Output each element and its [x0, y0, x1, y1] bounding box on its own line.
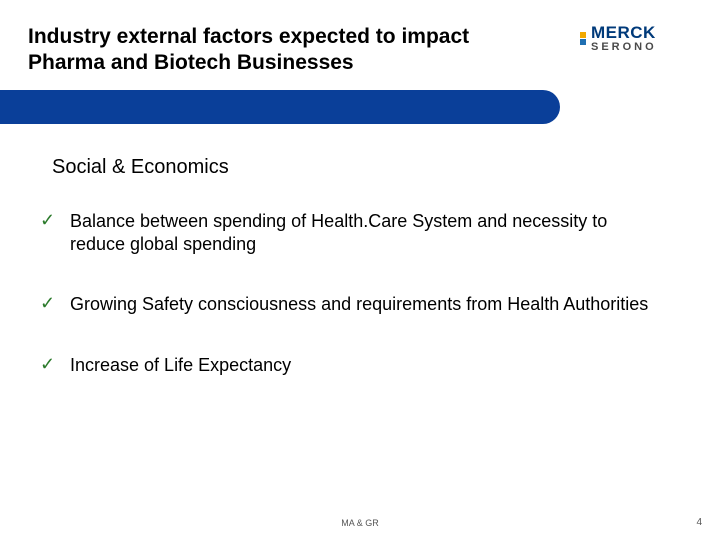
- title-line-2: Pharma and Biotech Businesses: [28, 50, 528, 76]
- bullet-item: ✓ Growing Safety consciousness and requi…: [40, 293, 660, 316]
- check-icon: ✓: [40, 354, 58, 376]
- section-subtitle: Social & Economics: [52, 156, 229, 179]
- title-area: Industry external factors expected to im…: [28, 24, 528, 77]
- check-icon: ✓: [40, 210, 58, 232]
- accent-square-yellow: [580, 32, 586, 38]
- bullet-item: ✓ Balance between spending of Health.Car…: [40, 210, 660, 255]
- accent-square-blue: [580, 39, 586, 45]
- logo-text: MERCK SERONO: [591, 24, 657, 53]
- bullet-text: Increase of Life Expectancy: [70, 354, 291, 377]
- logo-serono-text: SERONO: [591, 42, 657, 53]
- slide: Industry external factors expected to im…: [0, 0, 720, 540]
- title-line-1: Industry external factors expected to im…: [28, 24, 528, 50]
- page-number: 4: [696, 517, 702, 528]
- footer-center-text: MA & GR: [341, 518, 379, 528]
- header-banner: [0, 90, 560, 124]
- brand-logo: MERCK SERONO: [580, 24, 696, 53]
- bullet-text: Growing Safety consciousness and require…: [70, 293, 648, 316]
- logo-accent-squares: [580, 32, 586, 45]
- bullet-list: ✓ Balance between spending of Health.Car…: [40, 210, 660, 414]
- check-icon: ✓: [40, 293, 58, 315]
- bullet-text: Balance between spending of Health.Care …: [70, 210, 660, 255]
- bullet-item: ✓ Increase of Life Expectancy: [40, 354, 660, 377]
- logo-row: MERCK SERONO: [580, 24, 696, 53]
- logo-merck-text: MERCK: [591, 24, 657, 41]
